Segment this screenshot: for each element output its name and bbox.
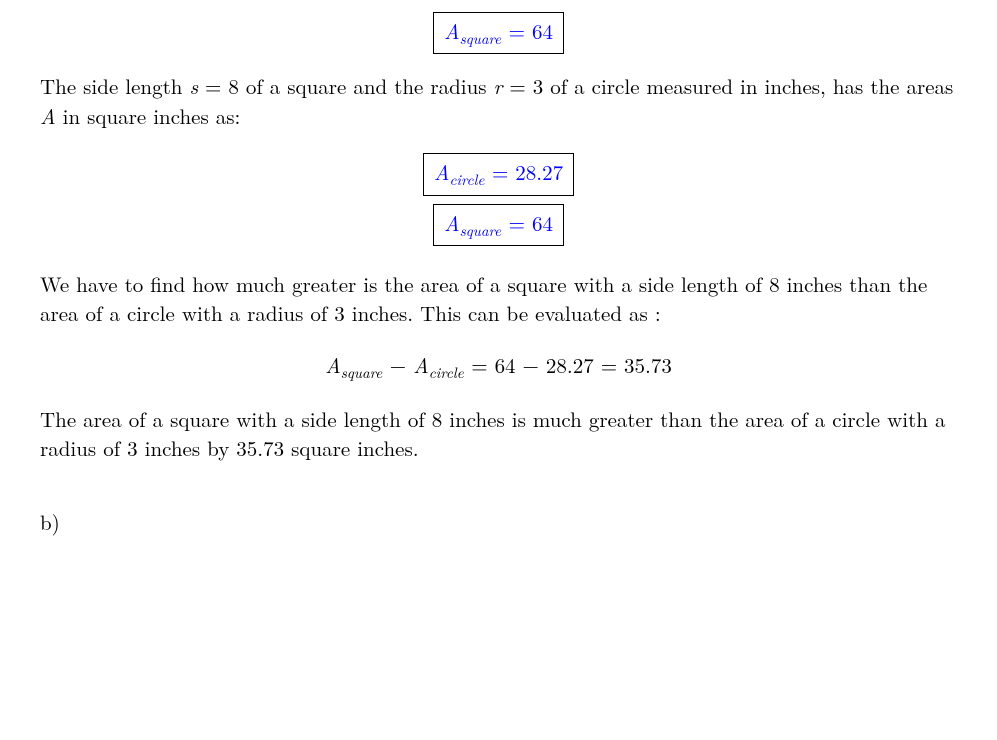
boxed-equation-asquare-mid: Asquare = 64 bbox=[40, 204, 957, 246]
text-fragment: = 3 of a circle measured in inches, has … bbox=[502, 71, 953, 101]
text-fragment: = 8 of a square and the radius bbox=[198, 71, 494, 101]
eq-equals: = bbox=[471, 350, 494, 380]
paragraph-explain: We have to find how much greater is the … bbox=[40, 270, 957, 329]
eq-equals: = bbox=[509, 16, 532, 46]
eq-sub: square bbox=[460, 220, 502, 241]
paragraph-conclusion: The area of a square with a side length … bbox=[40, 405, 957, 464]
eq-var: A bbox=[434, 157, 450, 187]
section-label-b: b) bbox=[40, 508, 957, 537]
eq-sub: square bbox=[460, 28, 502, 49]
var-a: A bbox=[40, 101, 56, 131]
boxed-equation-acircle: Acircle = 28.27 bbox=[40, 153, 957, 195]
var-s: s bbox=[189, 71, 198, 101]
eq-rhs: 64 bbox=[532, 208, 553, 238]
eq-rhs: 28.27 bbox=[515, 157, 563, 187]
eq-sub: circle bbox=[449, 169, 484, 190]
boxed-content: Asquare = 64 bbox=[433, 204, 564, 246]
eq-sub: circle bbox=[429, 362, 464, 383]
minus-sign: − bbox=[390, 350, 413, 380]
paragraph-intro: The side length s = 8 of a square and th… bbox=[40, 72, 957, 131]
eq-sub: square bbox=[341, 362, 383, 383]
equation-difference: Asquare − Acircle = 64 − 28.27 = 35.73 bbox=[40, 351, 957, 383]
eq-equals: = bbox=[509, 208, 532, 238]
eq-var: A bbox=[444, 208, 460, 238]
eq-rhs: 64 bbox=[532, 16, 553, 46]
eq-expr: 64 − 28.27 = 35.73 bbox=[495, 350, 672, 380]
eq-var: A bbox=[413, 350, 429, 380]
text-fragment: The side length bbox=[40, 71, 189, 101]
boxed-equation-asquare-top: Asquare = 64 bbox=[40, 12, 957, 54]
eq-var: A bbox=[325, 350, 341, 380]
eq-equals: = bbox=[492, 157, 515, 187]
eq-var: A bbox=[444, 16, 460, 46]
boxed-content: Asquare = 64 bbox=[433, 12, 564, 54]
boxed-content: Acircle = 28.27 bbox=[423, 153, 574, 195]
text-fragment: in square inches as: bbox=[56, 101, 241, 131]
